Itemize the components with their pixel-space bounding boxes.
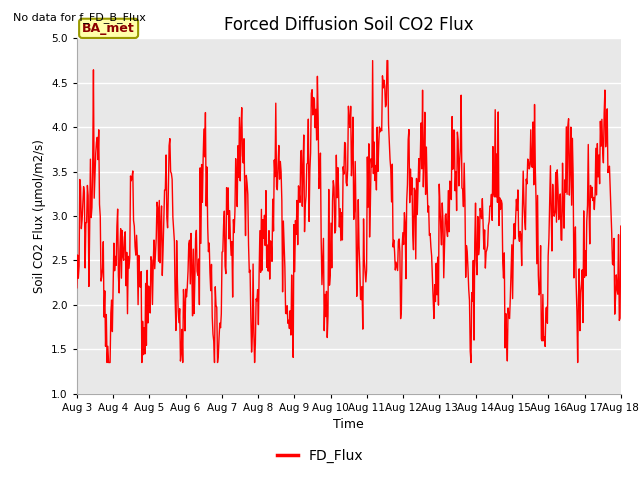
Text: BA_met: BA_met <box>82 22 135 35</box>
Legend: FD_Flux: FD_Flux <box>271 443 369 468</box>
Text: No data for f_FD_B_Flux: No data for f_FD_B_Flux <box>13 12 146 23</box>
Y-axis label: Soil CO2 Flux (μmol/m2/s): Soil CO2 Flux (μmol/m2/s) <box>33 139 45 293</box>
X-axis label: Time: Time <box>333 418 364 431</box>
Title: Forced Diffusion Soil CO2 Flux: Forced Diffusion Soil CO2 Flux <box>224 16 474 34</box>
